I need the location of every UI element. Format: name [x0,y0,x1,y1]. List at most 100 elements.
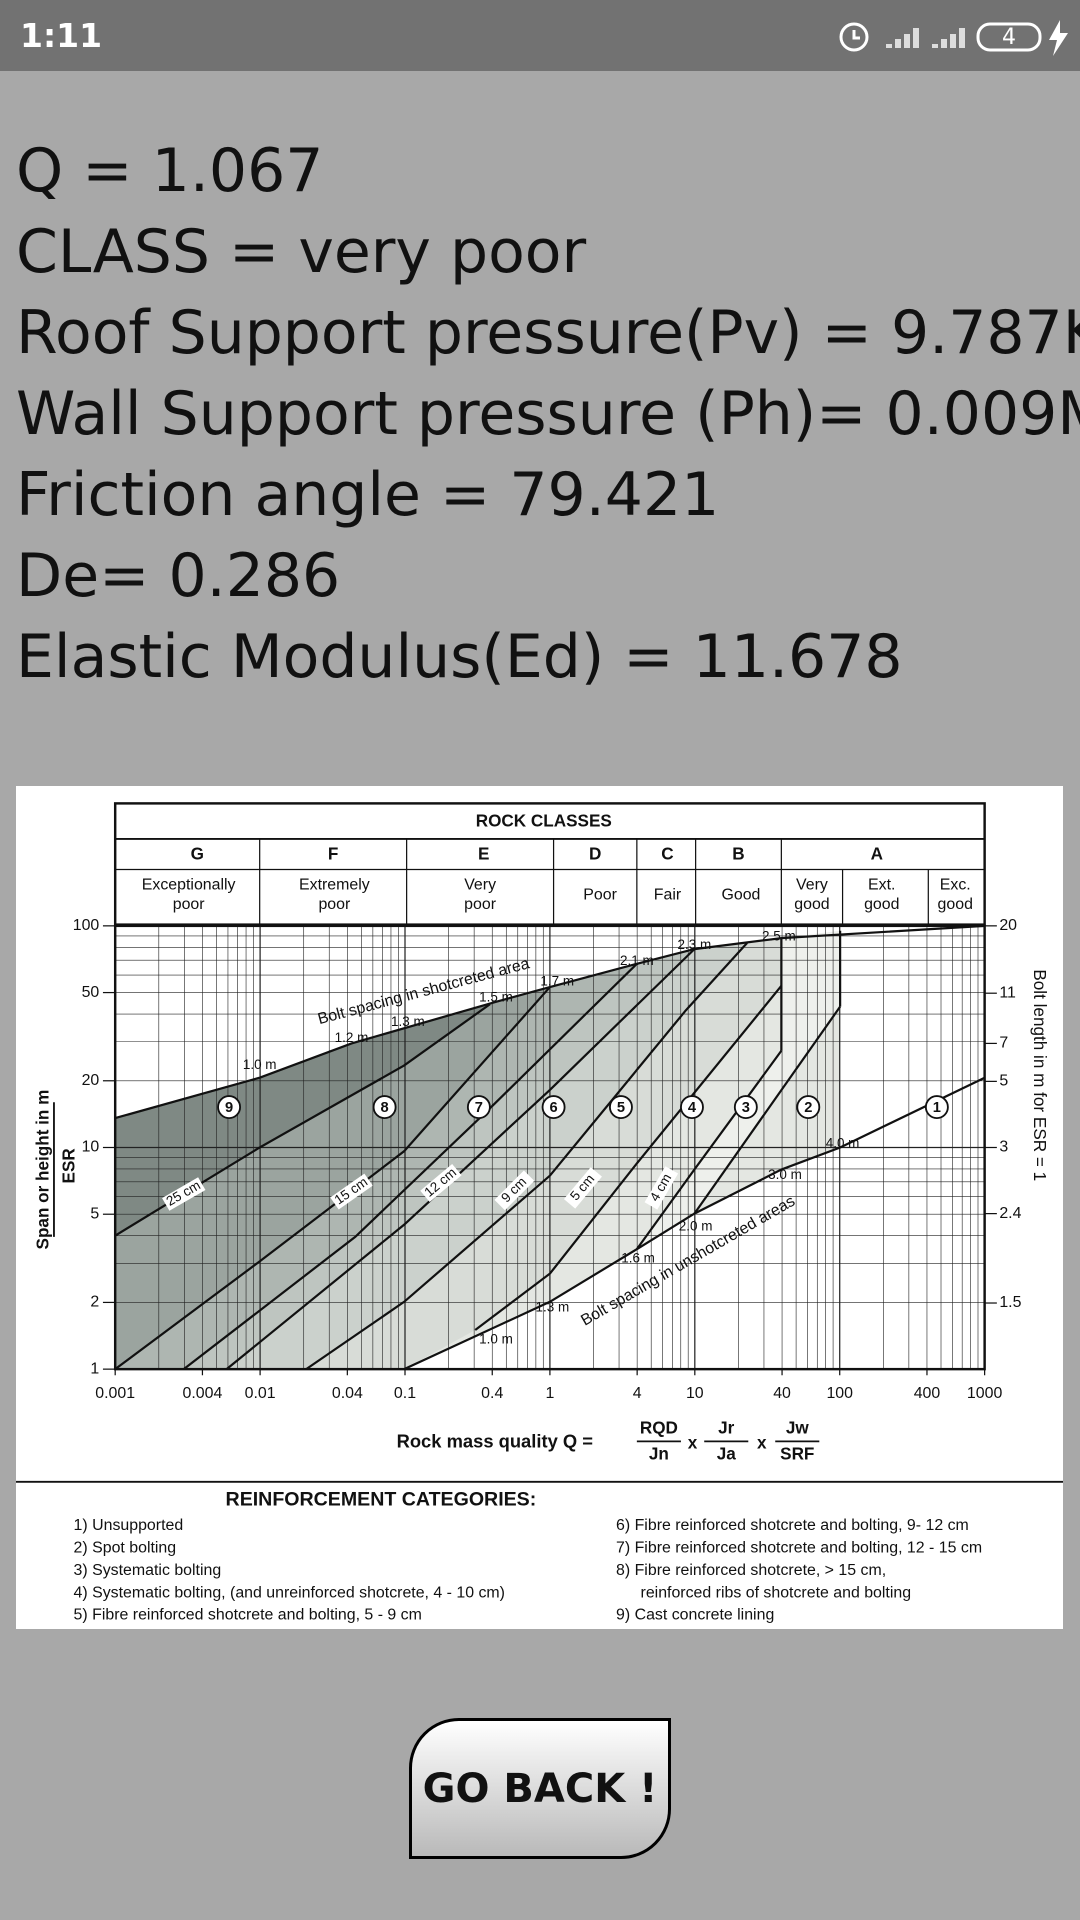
class-name: Ext. [868,877,895,894]
class-name: poor [464,896,497,913]
legend-item: 7) Fibre reinforced shotcrete and boltin… [616,1539,982,1556]
class-name: Exc. [940,877,971,894]
y-tick-label: 1 [90,1360,99,1377]
result-line: Roof Support pressure(Pv) = 9.787KPa [16,298,1080,368]
x-tick-label: 40 [773,1385,791,1402]
legend-item: 4) Systematic bolting, (and unreinforced… [74,1584,505,1601]
zone-marker [541,1095,566,1120]
class-name: Good [721,886,760,903]
x-tick-label: 100 [826,1385,853,1402]
q-system-diagram: ROCK CLASSES G F E D C B A Exceptionally poor Extr… [16,786,1063,1629]
go-back-button[interactable]: GO BACK ! [409,1718,671,1859]
y2-tick-label: 3 [999,1139,1008,1156]
y-axis-title: ESR [58,1148,78,1184]
spacing-label: 1.3 m [536,1299,570,1314]
formula-term: Jw [786,1418,810,1438]
zone-area [226,942,748,1370]
zone-marker [372,1095,397,1120]
class-name: Poor [583,886,617,903]
zone-number: 7 [475,1100,483,1116]
boundary-line [635,1050,783,1250]
spacing-label: 2.3 m [678,937,712,952]
table-title: ROCK CLASSES [476,810,612,830]
zone-marker [733,1095,758,1120]
legend-item: 6) Fibre reinforced shotcrete and boltin… [616,1517,969,1534]
status-icons: 4 [839,20,1068,56]
zone-number: 5 [617,1100,625,1116]
result-line: De= 0.286 [16,541,341,611]
zone-number: 8 [381,1100,389,1116]
y2-tick-label: 20 [999,917,1017,934]
boundary-line [474,985,783,1331]
class-letter: D [589,843,601,863]
zone-number: 4 [688,1100,697,1116]
zone-number: 2 [804,1100,812,1116]
y-tick-label: 5 [90,1205,99,1222]
x-tick-label: 4 [633,1385,642,1402]
spacing-label: 4.0 m [826,1135,860,1150]
y-tick-label: 100 [73,917,100,934]
class-name: good [864,896,899,913]
formula-term: SRF [780,1443,814,1463]
spacing-label: 1.6 m [621,1250,655,1265]
class-name: Very [464,877,496,894]
formula-term: RQD [640,1418,678,1438]
legend-title: REINFORCEMENT CATEGORIES: [226,1488,537,1510]
y2-tick-label: 7 [999,1035,1008,1052]
x-tick-label: 400 [914,1385,941,1402]
y-axis-title: Span or height in m [33,1090,53,1250]
status-bar: 1:11 4 [0,0,1080,71]
class-name: Exceptionally [142,877,236,894]
legend-item: 8) Fibre reinforced shotcrete, > 15 cm, [616,1562,886,1579]
zone-number: 1 [933,1100,941,1116]
result-line: Friction angle = 79.421 [16,460,720,530]
boundary-line [183,963,638,1371]
y-tick-label: 20 [82,1072,100,1089]
x-tick-label: 1000 [967,1385,1003,1402]
class-name: good [794,896,829,913]
zone-area [183,949,695,1370]
boundary-line [693,1006,842,1215]
x-tick-label: 0.001 [95,1385,135,1402]
class-name: Extremely [299,877,370,894]
class-name: good [938,896,973,913]
zone-marker [680,1095,704,1120]
label-bg [644,1166,679,1210]
zone-area [840,925,985,1148]
y2-tick-label: 11 [999,984,1016,1001]
y2-axis-title: Bolt length in m for ESR = 1 [1030,969,1050,1181]
zone-number: 6 [549,1100,557,1116]
spacing-label: 1.0 m [479,1331,513,1346]
class-letter: C [661,843,673,863]
formula-operator: x [757,1432,767,1452]
x-tick-label: 10 [686,1385,704,1402]
y2-tick-label: 5 [999,1073,1008,1090]
zone-area [636,930,841,1250]
zone-number: 3 [742,1100,750,1116]
class-name: poor [173,896,206,913]
zone-marker [466,1095,491,1120]
spacing-label: 2.1 m [620,953,654,968]
boundary-line [225,948,696,1370]
class-name: poor [318,896,351,913]
legend-item: 1) Unsupported [74,1517,184,1534]
class-letter: E [478,843,489,863]
class-letter: A [871,843,883,863]
battery-level: 4 [1002,25,1016,50]
spacing-label: 3.0 m [768,1167,802,1182]
spacing-label: 1.2 m [335,1030,369,1045]
legend-item: 2) Spot bolting [74,1539,177,1556]
label-bg [330,1173,373,1210]
spacing-label: 2.5 m [762,928,796,943]
label-bg [563,1167,602,1209]
formula-term: Jn [649,1443,669,1463]
y2-tick-label: 2.4 [999,1205,1021,1222]
class-name: Very [796,877,828,894]
x-tick-label: 1 [545,1385,554,1402]
result-line: CLASS = very poor [16,217,587,287]
x-tick-label: 0.1 [394,1385,416,1402]
result-line: Q = 1.067 [16,136,324,206]
x-tick-label: 0.04 [332,1385,363,1402]
result-line: Wall Support pressure (Ph)= 0.009Mpa [16,379,1080,449]
